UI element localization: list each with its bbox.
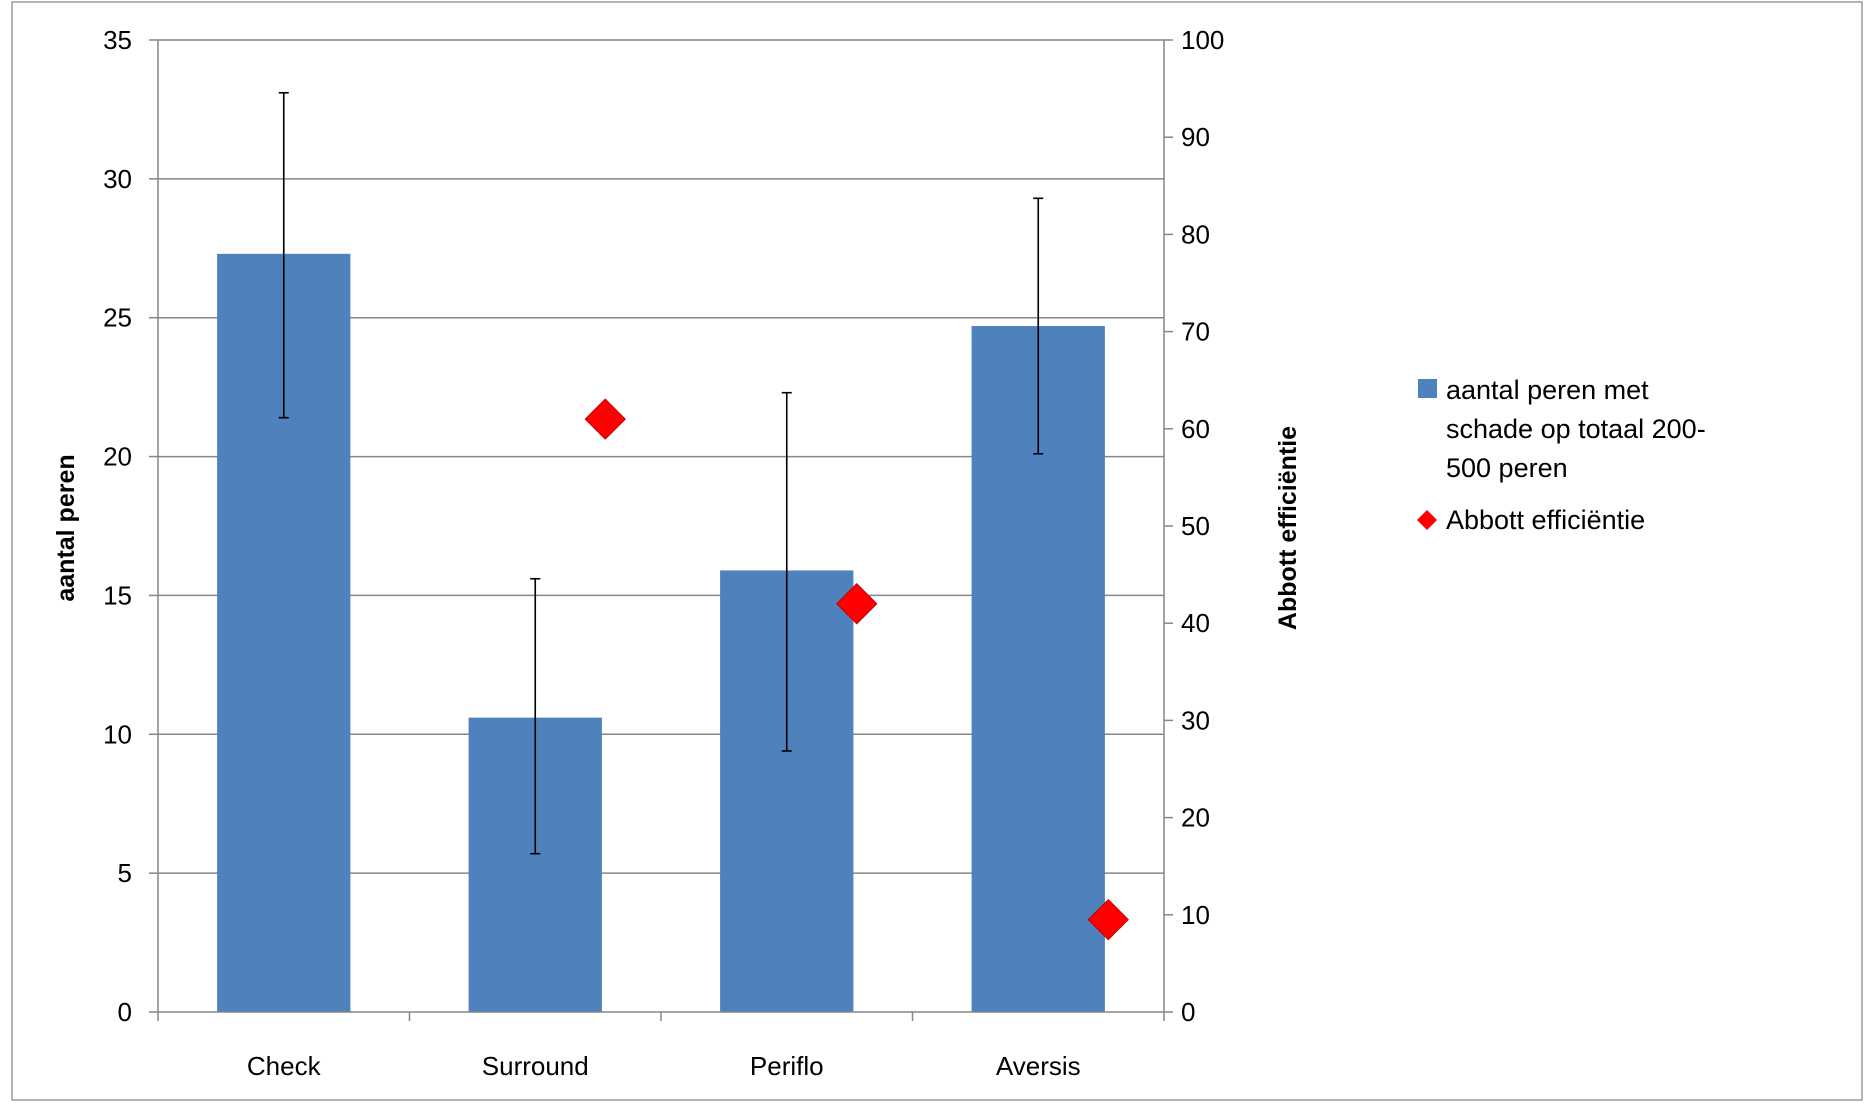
y2-tick-label: 90	[1181, 122, 1210, 152]
y2-tick-label: 70	[1181, 317, 1210, 347]
legend: aantal peren met schade op totaal 200- 5…	[1417, 375, 1706, 535]
y2-tick-label: 80	[1181, 219, 1210, 249]
legend-bar-swatch	[1418, 379, 1437, 398]
x-tick-label: Check	[247, 1051, 322, 1081]
y-tick-label: 25	[103, 303, 132, 333]
y2-tick-label: 30	[1181, 705, 1210, 735]
y2-axis-title: Abbott efficiëntie	[1274, 426, 1302, 630]
y2-tick-label: 60	[1181, 414, 1210, 444]
x-tick-label: Aversis	[996, 1051, 1081, 1081]
legend-bar-label-line-2: schade op totaal 200-	[1446, 414, 1706, 444]
axes: 0 5 10 15 20 25 30 35 0 10 20 30 40 50 60 70 80 90 100 Chec…	[103, 25, 1224, 1081]
x-tick-label: Periflo	[750, 1051, 824, 1081]
markers	[584, 398, 1129, 941]
x-tick-label: Surround	[482, 1051, 589, 1081]
legend-bar-label-line-3: 500 peren	[1446, 453, 1568, 483]
y-tick-label: 10	[103, 719, 132, 749]
error-bars	[278, 91, 1044, 855]
y2-tick-label: 10	[1181, 900, 1210, 930]
y-tick-label: 0	[118, 997, 132, 1027]
y2-tick-label: 0	[1181, 997, 1195, 1027]
marker-point	[836, 583, 878, 625]
legend-marker-label: Abbott efficiëntie	[1446, 505, 1645, 535]
legend-bar-label-line-1: aantal peren met	[1446, 375, 1649, 405]
y2-tick-label: 40	[1181, 608, 1210, 638]
y2-tick-label: 20	[1181, 803, 1210, 833]
y-tick-label: 5	[118, 858, 132, 888]
y-axis-title: aantal peren	[52, 454, 80, 601]
y2-tick-label: 50	[1181, 511, 1210, 541]
y-tick-label: 35	[103, 25, 132, 55]
legend-marker-swatch	[1417, 510, 1437, 530]
y-tick-label: 20	[103, 442, 132, 472]
y-tick-label: 30	[103, 164, 132, 194]
y-tick-label: 15	[103, 580, 132, 610]
marker-point	[1087, 898, 1129, 941]
marker-point	[584, 398, 626, 440]
y2-tick-label: 100	[1181, 25, 1224, 55]
